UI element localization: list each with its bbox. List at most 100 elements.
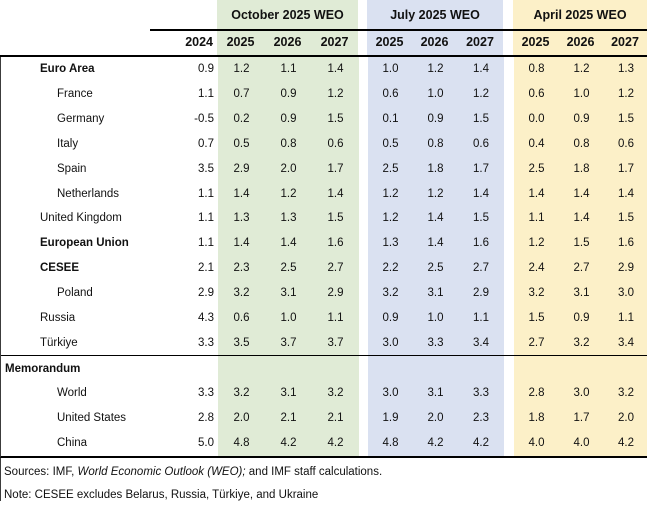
cell-apr: 1.8 [559,156,604,182]
cell-gap [359,281,368,306]
cell-apr: 1.5 [604,106,647,132]
cell-gap [359,406,368,431]
cell-oct: 3.2 [312,380,359,406]
cell-gap [359,356,368,381]
table-row: United States 2.8 2.0 2.1 2.1 1.9 2.0 2.3 1.8 1.7… [1,405,647,431]
cell-apr: 0.9 [559,305,604,331]
cell-jul: 2.5 [368,156,413,182]
table-row: CESEE 2.1 2.3 2.5 2.7 2.2 2.5 2.7 2.4 2.7 2.9 [1,255,647,281]
cell-apr: 2.4 [514,255,559,281]
cell-2024: -0.5 [194,113,214,126]
table-row: Netherlands 1.1 1.4 1.2 1.4 1.2 1.2 1.4 1.4 1.4 1.… [1,181,647,207]
cell-jul: 2.7 [458,255,504,281]
cell-jul: 1.2 [413,181,458,207]
cell-2024: 3.3 [198,336,214,349]
cell-jul: 1.2 [368,206,413,231]
cell-oct: 1.3 [265,206,312,231]
year-header-spacer [0,29,150,55]
year-header-2027: 2027 [457,29,503,55]
year-header-2025: 2025 [513,29,558,55]
cell-oct: 4.8 [218,430,265,456]
table-row: Italy 0.7 0.5 0.8 0.6 0.5 0.8 0.6 0.4 0.8 0.6 [1,131,647,157]
cell-apr: 1.8 [514,405,559,431]
year-header-2027: 2027 [311,29,358,55]
table-row: China 5.0 4.8 4.2 4.2 4.8 4.2 4.2 4.0 4.0 4.2 [1,430,647,456]
cell-jul: 1.0 [413,305,458,331]
cell-oct: 1.3 [218,206,265,231]
group-gap [503,0,513,29]
cell-2024: 1.1 [198,212,214,225]
cell-jul: 1.5 [458,106,504,132]
cell-gap [504,82,514,107]
cell-jul: 2.5 [413,255,458,281]
cell-oct: 2.9 [218,156,265,182]
cell-jul: 0.9 [368,305,413,331]
cell-gap [359,82,368,107]
cell-oct: 0.8 [265,131,312,157]
cell-oct: 1.4 [312,181,359,207]
row-label: United States [57,412,127,425]
cell-oct: 0.6 [218,305,265,331]
cell-2024: 1.1 [198,88,214,101]
cell-jul: 1.9 [368,405,413,431]
cell-jul: 3.2 [368,280,413,306]
year-header-row: 2024 2025 2026 2027 2025 2026 2027 2025 2026 2027 [0,29,647,55]
cell-apr: 0.8 [559,131,604,157]
cell-jul: 3.4 [458,330,504,356]
cell-oct: 4.2 [312,430,359,456]
year-header-2026: 2026 [264,29,311,55]
group-gap [358,0,367,29]
cell-apr: 1.2 [559,57,604,82]
cell-jul: 3.3 [413,330,458,356]
cell-2024: 2.1 [198,262,214,275]
cell-gap [504,107,514,132]
table-row: Poland 2.9 3.2 3.1 2.9 3.2 3.1 2.9 3.2 3.1 3.0 [1,280,647,306]
row-label: European Union [40,237,129,250]
table-row: Türkiye 3.3 3.5 3.7 3.7 3.0 3.3 3.4 2.7 3.2 3.4 [1,330,647,356]
cell-apr: 0.8 [514,57,559,82]
cell-apr: 3.0 [604,280,647,306]
cell-jul: 1.4 [413,230,458,256]
cell-apr: 4.2 [604,430,647,456]
table-row: Spain 3.5 2.9 2.0 1.7 2.5 1.8 1.7 2.5 1.8 1.7 [1,156,647,182]
cell-2024 [151,356,218,381]
cell-oct: 2.3 [218,255,265,281]
cell-oct: 1.4 [218,230,265,256]
cell-gap [504,206,514,231]
row-label: Euro Area [40,63,95,76]
cell-apr [514,356,559,381]
cell-apr [559,356,604,381]
cell-apr: 1.7 [604,156,647,182]
table-row: Russia 4.3 0.6 1.0 1.1 0.9 1.0 1.1 1.5 0.9 1.1 [1,305,647,331]
cell-apr: 1.7 [559,405,604,431]
cell-apr: 1.4 [559,206,604,231]
cell-apr: 2.0 [604,405,647,431]
cell-jul: 2.3 [458,405,504,431]
cell-gap [504,156,514,181]
cell-jul: 1.1 [458,305,504,331]
row-label: Germany [57,113,105,126]
cell-oct: 0.7 [218,81,265,107]
cell-oct: 1.2 [312,81,359,107]
cell-gap [359,181,368,206]
cell-gap [359,57,368,82]
cell-jul: 3.3 [458,380,504,406]
cell-gap [359,206,368,231]
cell-gap [504,356,514,381]
cell-jul: 2.9 [458,280,504,306]
cell-oct: 4.2 [265,430,312,456]
cell-jul: 1.7 [458,156,504,182]
cell-gap [504,231,514,256]
table-row: France 1.1 0.7 0.9 1.2 0.6 1.0 1.2 0.6 1.0 1.2 [1,81,647,107]
year-header-2027: 2027 [603,29,647,55]
cell-oct: 3.5 [218,330,265,356]
cell-apr: 2.5 [514,156,559,182]
cell-oct: 1.4 [265,230,312,256]
cell-apr: 3.0 [559,380,604,406]
cell-oct: 1.2 [265,181,312,207]
row-label: CESEE [40,262,79,275]
cell-gap [359,132,368,157]
cell-apr: 1.4 [559,181,604,207]
cell-apr: 4.0 [514,430,559,456]
row-label: Türkiye [40,336,78,349]
